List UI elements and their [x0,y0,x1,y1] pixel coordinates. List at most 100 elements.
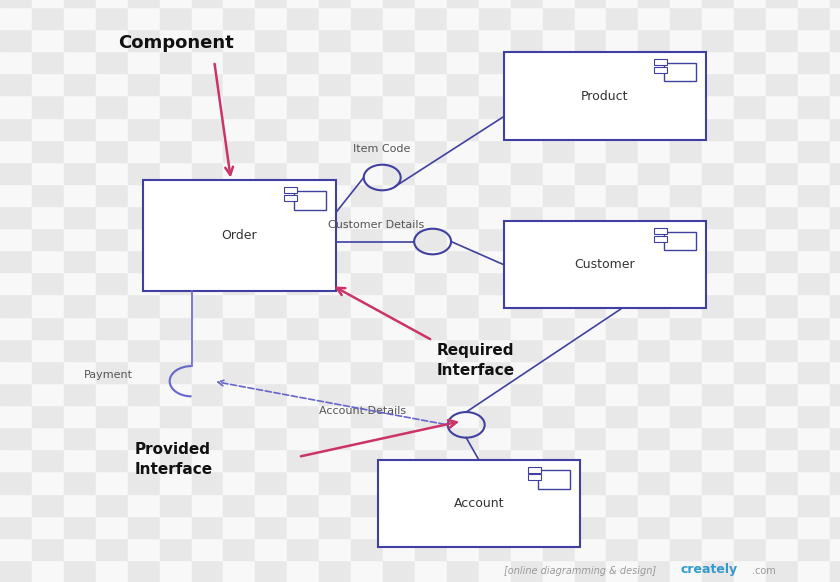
Bar [543,317,575,339]
Bar [223,405,255,427]
Bar [575,162,606,184]
Bar [255,184,287,206]
Bar [351,73,383,95]
Bar [664,63,696,81]
Bar [798,383,830,405]
Bar [798,272,830,294]
Bar [255,317,287,339]
Bar [670,51,702,73]
Bar [319,494,351,516]
Bar [734,228,766,250]
Bar [64,294,96,317]
Bar [319,0,351,7]
Bar [415,206,447,228]
Bar [64,162,96,184]
Bar [128,95,160,118]
Bar [734,339,766,361]
Bar [638,0,670,7]
Bar [96,51,128,73]
Bar [0,383,32,405]
Bar [128,51,160,73]
Bar [606,383,638,405]
Bar [32,272,64,294]
Bar [319,250,351,272]
Bar [160,0,192,7]
Bar [766,29,798,51]
Bar [638,339,670,361]
Bar [160,294,192,317]
Bar [128,405,160,427]
Bar [223,228,255,250]
Bar [383,228,415,250]
Bar [192,118,223,140]
Bar [830,272,840,294]
Bar [606,449,638,471]
Bar [32,339,64,361]
Bar [798,339,830,361]
Bar [766,118,798,140]
Bar [192,140,223,162]
Bar [287,272,319,294]
Bar [287,162,319,184]
Bar [415,118,447,140]
Bar [511,118,543,140]
Bar [798,361,830,383]
Bar [638,140,670,162]
Bar [528,467,541,473]
Bar [192,29,223,51]
Bar [766,427,798,449]
Bar [606,7,638,29]
Bar [670,516,702,538]
Bar [32,294,64,317]
Bar [351,118,383,140]
Bar [543,560,575,582]
Bar [543,494,575,516]
Bar [351,383,383,405]
Bar [511,95,543,118]
Bar [638,162,670,184]
Bar [160,405,192,427]
Text: .com: .com [752,566,775,576]
Bar [415,250,447,272]
Bar [447,538,479,560]
Bar [702,383,734,405]
Bar [606,405,638,427]
Bar [702,427,734,449]
Bar [511,206,543,228]
Bar [0,449,32,471]
Bar [0,140,32,162]
Bar [766,317,798,339]
Bar [383,162,415,184]
Bar [670,361,702,383]
Bar [830,294,840,317]
Bar [734,361,766,383]
Bar [192,405,223,427]
Bar [128,339,160,361]
Bar [255,118,287,140]
Bar [575,206,606,228]
Bar [64,0,96,7]
Bar [830,51,840,73]
Bar [606,272,638,294]
Bar [192,494,223,516]
Bar [606,162,638,184]
Bar [702,538,734,560]
Text: creately: creately [680,563,738,576]
Bar [287,95,319,118]
Bar [32,73,64,95]
Bar [128,494,160,516]
Bar [575,405,606,427]
Bar [223,317,255,339]
Bar [0,361,32,383]
Bar [64,339,96,361]
Bar [670,494,702,516]
Bar [96,294,128,317]
Bar [830,162,840,184]
Bar [64,140,96,162]
Bar [447,471,479,494]
Bar [383,516,415,538]
Bar [383,339,415,361]
Bar [96,95,128,118]
Bar [415,184,447,206]
Bar [287,560,319,582]
